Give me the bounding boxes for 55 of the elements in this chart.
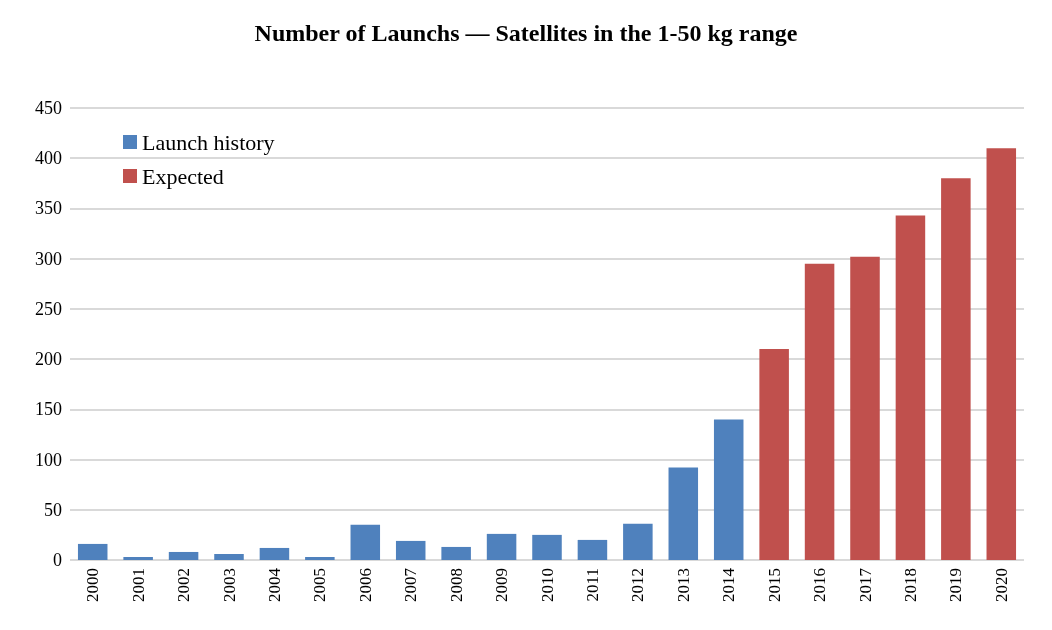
y-tick-label: 100 <box>35 449 62 470</box>
x-tick-label: 2017 <box>855 567 875 602</box>
y-tick-label: 300 <box>35 248 62 269</box>
x-tick-label: 2018 <box>900 568 920 602</box>
x-tick-label: 2013 <box>673 568 693 602</box>
bar <box>441 546 471 560</box>
bar <box>941 178 971 560</box>
y-tick-label: 0 <box>53 550 62 570</box>
bar <box>123 556 153 560</box>
y-tick-label: 250 <box>35 298 62 319</box>
chart-title: Number of Launchs — Satellites in the 1-50 kg range <box>254 20 798 46</box>
bar <box>804 263 835 560</box>
x-tick-label: 2015 <box>764 568 784 602</box>
x-tick-label: 2003 <box>219 568 239 602</box>
bar <box>850 256 880 560</box>
bar <box>577 539 608 560</box>
x-tick-label: 2009 <box>492 568 512 602</box>
x-tick-label: 2008 <box>446 568 466 602</box>
y-tick-label: 400 <box>35 148 62 169</box>
bar <box>350 524 381 560</box>
x-tick-label: 2016 <box>810 568 830 602</box>
y-tick-label: 350 <box>35 198 62 219</box>
x-tick-label: 2020 <box>991 568 1011 602</box>
y-tick-label: 50 <box>44 499 62 520</box>
x-tick-label: 2014 <box>719 567 739 602</box>
bar <box>532 534 562 560</box>
x-tick-label: 2011 <box>582 568 602 602</box>
bar <box>214 553 244 560</box>
x-tick-label: 2010 <box>537 568 557 602</box>
x-tick-label: 2000 <box>83 568 103 602</box>
bar <box>168 551 199 560</box>
y-tick-label: 200 <box>35 349 62 370</box>
x-tick-label: 2005 <box>310 568 330 602</box>
bar <box>986 148 1017 560</box>
bar <box>395 540 426 560</box>
x-tick-label: 2019 <box>946 568 966 602</box>
x-tick-label: 2006 <box>355 568 375 602</box>
bar <box>486 533 517 560</box>
bar <box>77 543 108 560</box>
bar <box>259 547 290 560</box>
bar <box>759 349 789 560</box>
x-tick-label: 2007 <box>401 567 421 602</box>
legend-label: Expected <box>142 163 224 189</box>
y-tick-label: 450 <box>35 98 62 118</box>
bar <box>623 523 653 560</box>
x-tick-label: 2004 <box>264 567 284 602</box>
x-tick-label: 2002 <box>174 568 194 602</box>
x-tick-label: 2012 <box>628 568 648 602</box>
bar <box>305 556 335 560</box>
bar <box>668 467 699 560</box>
y-tick-label: 150 <box>35 399 62 420</box>
bar <box>895 215 926 560</box>
bar <box>713 419 744 560</box>
legend-label: Launch history <box>142 129 275 155</box>
x-tick-label: 2001 <box>128 568 148 602</box>
